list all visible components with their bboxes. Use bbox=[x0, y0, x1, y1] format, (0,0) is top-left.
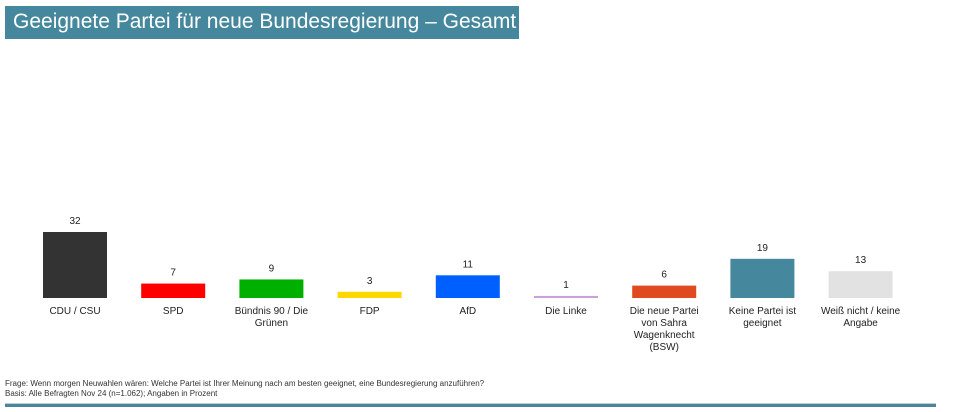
category-label-2: Bündnis 90 / Die Grünen bbox=[235, 306, 309, 329]
category-label-6: Die neue Partei von Sahra Wagenknecht (BSW) bbox=[630, 306, 699, 353]
bar-3 bbox=[337, 291, 402, 298]
value-label-7: 19 bbox=[757, 243, 769, 254]
category-label-7: Keine Partei ist geeignet bbox=[729, 306, 796, 329]
value-label-3: 3 bbox=[367, 276, 373, 287]
bar-7 bbox=[730, 258, 795, 298]
category-label-5: Die Linke bbox=[545, 306, 587, 317]
value-label-6: 6 bbox=[661, 270, 667, 281]
chart-title: Geeignete Partei für neue Bundesregierun… bbox=[13, 10, 517, 33]
category-label-3: FDP bbox=[360, 306, 380, 317]
title-bar: Geeignete Partei für neue Bundesregierun… bbox=[5, 6, 519, 39]
value-label-4: 11 bbox=[463, 259, 474, 270]
footnote-basis: Basis: Alle Befragten Nov 24 (n=1.062); … bbox=[5, 389, 218, 398]
bar-8 bbox=[828, 271, 893, 298]
bar-6 bbox=[632, 285, 697, 298]
bar-2 bbox=[239, 279, 304, 298]
value-label-0: 32 bbox=[69, 216, 81, 227]
category-label-0: CDU / CSU bbox=[49, 306, 100, 317]
category-label-1: SPD bbox=[163, 306, 184, 317]
bar-0 bbox=[43, 232, 107, 298]
value-label-8: 13 bbox=[855, 255, 867, 266]
bottom-rule bbox=[5, 403, 936, 407]
category-label-8: Weiß nicht / keine Angabe bbox=[821, 306, 901, 329]
bar-chart: 32 CDU / CSU 7 SPD 9 Bündnis 90 / Die Grünen 3 F… bbox=[43, 216, 901, 353]
value-label-1: 7 bbox=[170, 268, 176, 279]
bar-5 bbox=[534, 295, 598, 298]
footnote-question: Frage: Wenn morgen Neuwahlen wären: Welc… bbox=[5, 379, 485, 388]
bar-1 bbox=[141, 283, 206, 298]
bar-4 bbox=[435, 275, 500, 298]
category-label-4: AfD bbox=[459, 306, 476, 317]
value-label-5: 1 bbox=[563, 280, 569, 291]
value-label-2: 9 bbox=[269, 263, 275, 274]
